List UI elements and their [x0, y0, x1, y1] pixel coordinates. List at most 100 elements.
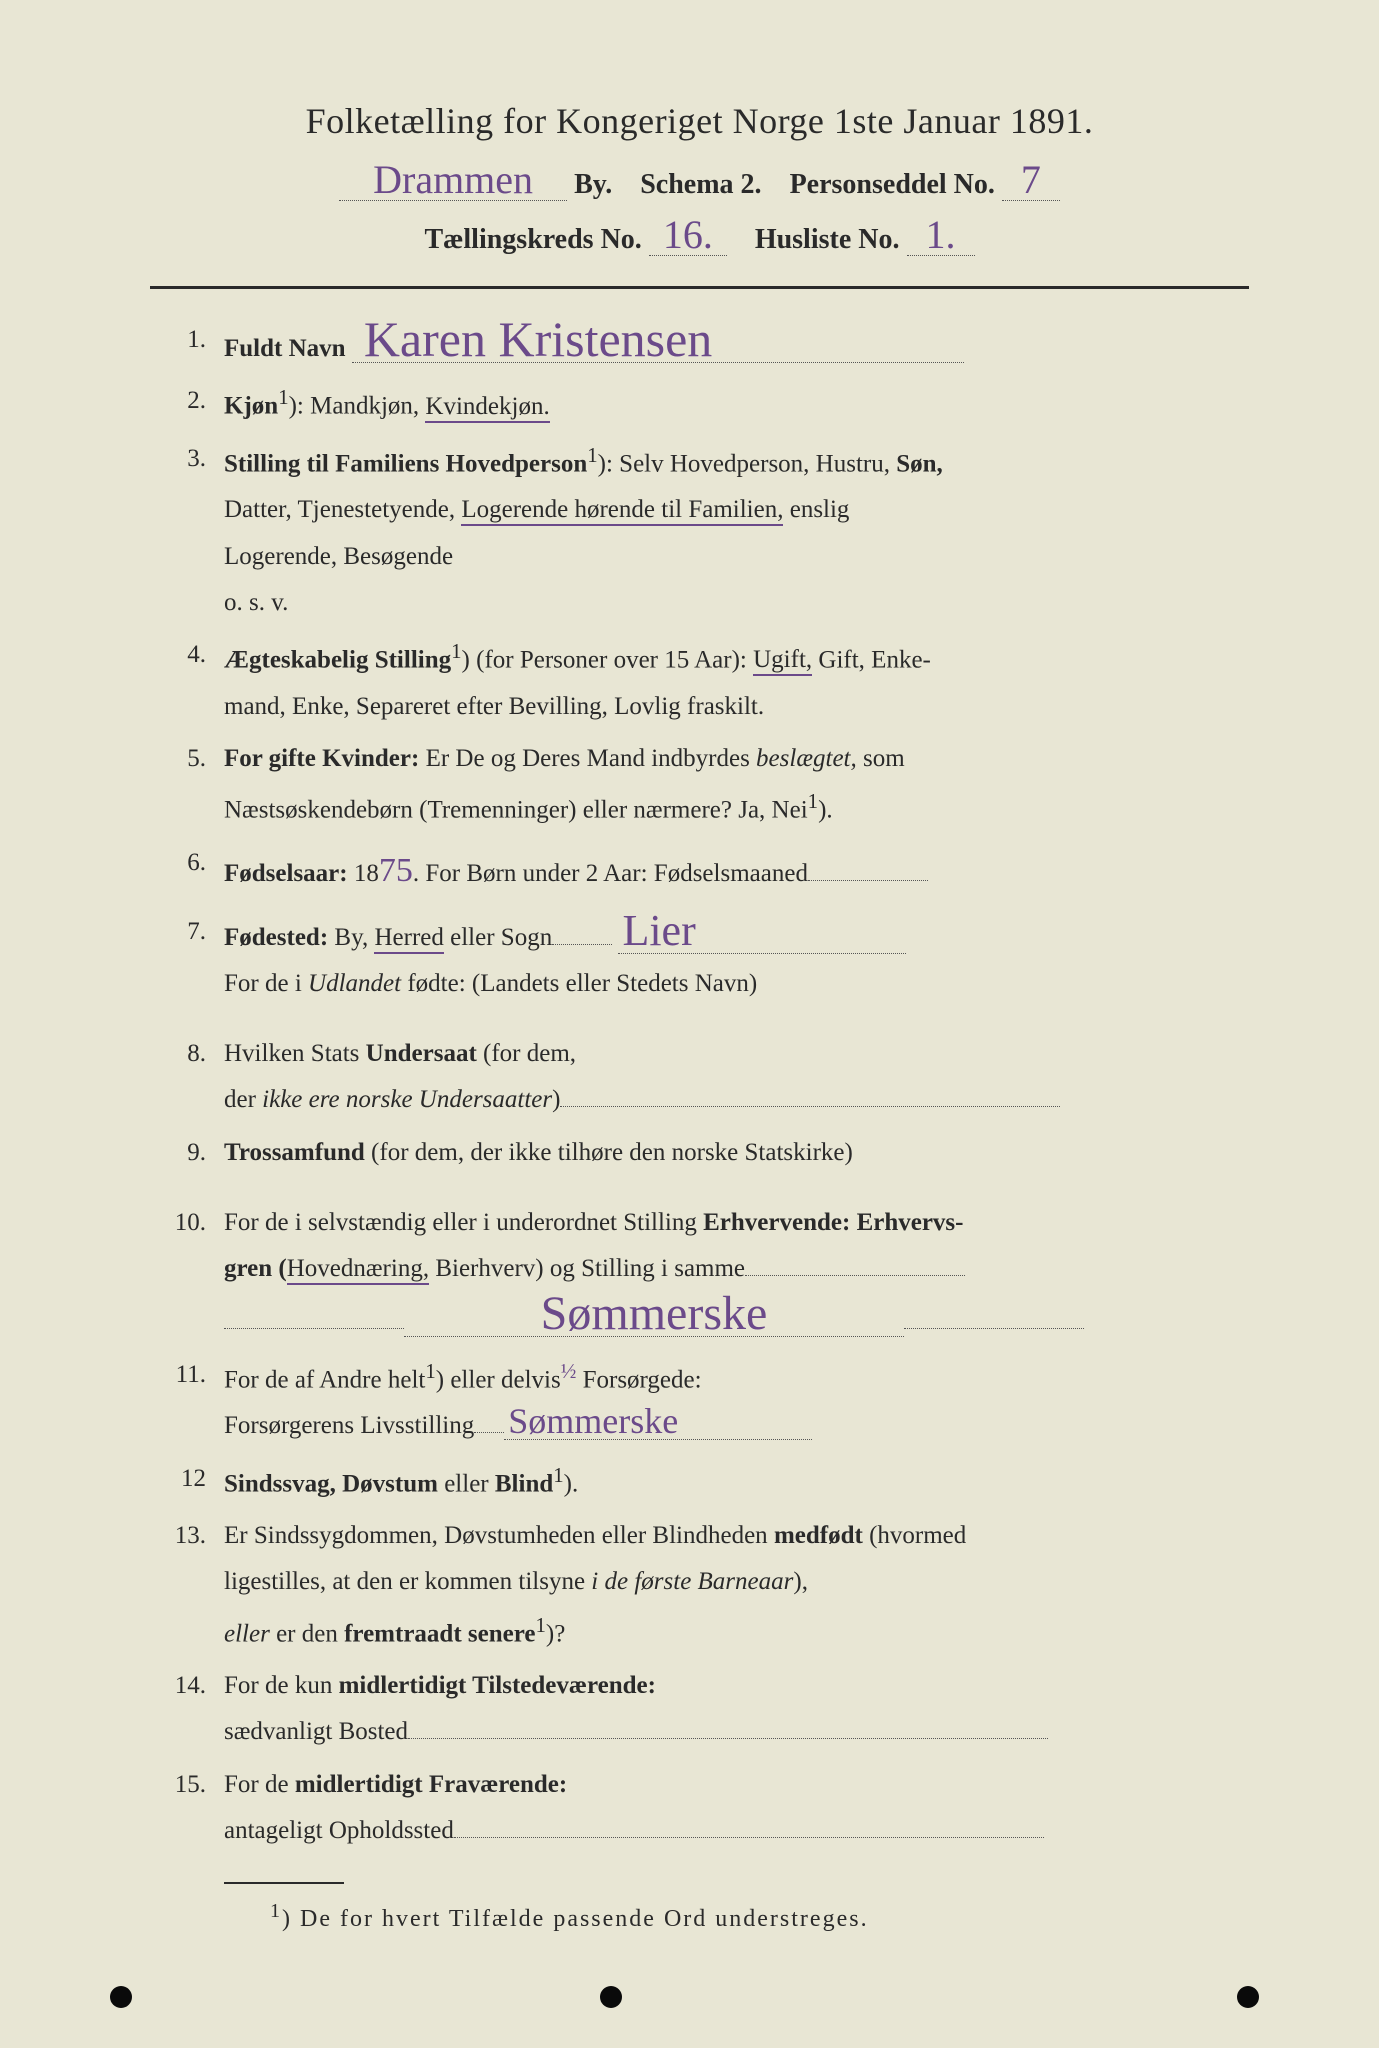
- text: er den: [270, 1620, 344, 1647]
- schema-label: Schema 2.: [640, 169, 761, 200]
- text: midlertidigt Fraværende:: [295, 1771, 567, 1798]
- text: (hvormed: [863, 1522, 966, 1549]
- text: Hvilken Stats: [224, 1040, 366, 1067]
- field-10: 10. For de i selvstændig eller i underor…: [150, 1200, 1249, 1346]
- blank: [560, 1106, 1060, 1107]
- field-num: 10.: [150, 1200, 224, 1346]
- footnote-text: ) De for hvert Tilfælde passende Ord und…: [282, 1906, 869, 1932]
- text: midlertidigt Tilstedeværende:: [339, 1672, 656, 1699]
- text: (for dem, der ikke tilhøre den norske St…: [365, 1139, 853, 1166]
- blank: [808, 880, 928, 881]
- text: antageligt Opholdssted: [224, 1817, 454, 1844]
- text: For de i: [224, 970, 308, 997]
- occupation-type-selected: Hovednæring,: [287, 1255, 429, 1285]
- field-label: Ægteskabelig Stilling: [224, 646, 451, 673]
- field-12: 12 Sindssvag, Døvstum eller Blind1).: [150, 1456, 1249, 1508]
- text: Forsørgerens Livsstilling: [224, 1412, 474, 1439]
- field-label: Trossamfund: [224, 1139, 365, 1166]
- field-num: 8.: [150, 1031, 224, 1124]
- field-label: Stilling til Familiens Hovedperson: [224, 450, 587, 477]
- text: For de: [224, 1771, 295, 1798]
- footnote-ref: 1: [451, 639, 461, 663]
- field-label: Kjøn: [224, 393, 278, 420]
- field-2: 2. Kjøn1): Mandkjøn, Kvindekjøn.: [150, 378, 1249, 430]
- subheader-line-1: Drammen By. Schema 2. Personseddel No. 7: [150, 160, 1249, 201]
- field-label: For gifte Kvinder:: [224, 745, 419, 772]
- field-num: 1.: [150, 317, 224, 372]
- field-num: 6.: [150, 840, 224, 903]
- field-11: 11. For de af Andre helt1) eller delvis½…: [150, 1352, 1249, 1450]
- field-6: 6. Fødselsaar: 1875. For Børn under 2 Aa…: [150, 840, 1249, 903]
- field-15: 15. For de midlertidigt Fraværende: anta…: [150, 1762, 1249, 1855]
- text: Næstsøskendebørn (Tremenninger) eller næ…: [224, 797, 808, 824]
- field-num: 9.: [150, 1130, 224, 1176]
- field-label: Sindssvag, Døvstum: [224, 1470, 438, 1497]
- text: ).: [818, 797, 833, 824]
- personseddel-label: Personseddel No.: [790, 169, 995, 200]
- blank: [745, 1275, 965, 1276]
- by-label: By.: [574, 169, 612, 200]
- field-num: 11.: [150, 1352, 224, 1450]
- birth-year: 75: [379, 840, 413, 903]
- field-num: 2.: [150, 378, 224, 430]
- text: Er Sindssygdommen, Døvstumheden eller Bl…: [224, 1522, 774, 1549]
- text: ).: [564, 1470, 579, 1497]
- text: medfødt: [774, 1522, 863, 1549]
- text: Erhvervende: Erhvervs-: [703, 1209, 963, 1236]
- text: ),: [793, 1568, 808, 1595]
- text: . For Børn under 2 Aar: Fødselsmaaned: [413, 860, 808, 887]
- text: 18: [348, 860, 379, 887]
- text: ikke ere norske Undersaatter: [262, 1086, 552, 1113]
- text: Søn,: [896, 450, 943, 477]
- footnote-marker: 1: [270, 1900, 282, 1922]
- text: fødte: (Landets eller Stedets Navn): [401, 970, 757, 997]
- field-14: 14. For de kun midlertidigt Tilstedevære…: [150, 1663, 1249, 1756]
- punch-hole: [600, 1986, 622, 2008]
- text: ): Selv Hovedperson, Hustru,: [598, 450, 897, 477]
- relation-selected: Logerende hørende til Familien,: [461, 496, 783, 526]
- field-8: 8. Hvilken Stats Undersaat (for dem, der…: [150, 1031, 1249, 1124]
- text: der: [224, 1086, 262, 1113]
- text: o. s. v.: [224, 589, 288, 616]
- field-13: 13. Er Sindssygdommen, Døvstumheden elle…: [150, 1513, 1249, 1657]
- text: )?: [546, 1620, 565, 1647]
- blank: [904, 1328, 1084, 1329]
- birthplace-value: Lier: [618, 909, 906, 954]
- personseddel-no: 7: [1002, 160, 1060, 201]
- subheader-line-2: Tællingskreds No. 16. Husliste No. 1.: [150, 215, 1249, 256]
- text: gren (: [224, 1255, 287, 1282]
- field-3: 3. Stilling til Familiens Hovedperson1):…: [150, 436, 1249, 626]
- text: sædvanligt Bosted: [224, 1718, 408, 1745]
- text: i de første Barneaar: [591, 1568, 793, 1595]
- field-num: 7.: [150, 909, 224, 1008]
- full-name-value: Karen Kristensen: [352, 317, 964, 363]
- text: ): Mandkjøn,: [289, 393, 426, 420]
- field-num: 5.: [150, 736, 224, 834]
- text: Logerende, Besøgende: [224, 543, 453, 570]
- footnote-divider: [224, 1882, 344, 1884]
- text: eller: [224, 1620, 270, 1647]
- provider-occupation: Sømmerske: [504, 1403, 812, 1440]
- blank: [224, 1328, 404, 1329]
- text: Er De og Deres Mand indbyrdes: [419, 745, 756, 772]
- blank: [454, 1837, 1044, 1838]
- field-num: 15.: [150, 1762, 224, 1855]
- text: Undersaat: [366, 1040, 477, 1067]
- kreds-label: Tællingskreds No.: [424, 224, 641, 255]
- text: For de kun: [224, 1672, 339, 1699]
- punch-hole: [1237, 1986, 1259, 2008]
- occupation-value: Sømmerske: [404, 1292, 904, 1336]
- punch-hole: [110, 1986, 132, 2008]
- blank: [474, 1432, 504, 1433]
- text: Bierhverv) og Stilling i samme: [429, 1255, 745, 1282]
- text: Gift, Enke-: [812, 646, 931, 673]
- text: ) eller delvis: [436, 1366, 561, 1393]
- field-num: 13.: [150, 1513, 224, 1657]
- field-num: 12: [150, 1456, 224, 1508]
- text: beslægtet,: [756, 745, 857, 772]
- city-name: Drammen: [339, 160, 567, 201]
- field-label: Fuldt Navn: [224, 335, 346, 362]
- blank: [552, 944, 612, 945]
- sex-selected: Kvindekjøn.: [425, 393, 549, 423]
- field-num: 14.: [150, 1663, 224, 1756]
